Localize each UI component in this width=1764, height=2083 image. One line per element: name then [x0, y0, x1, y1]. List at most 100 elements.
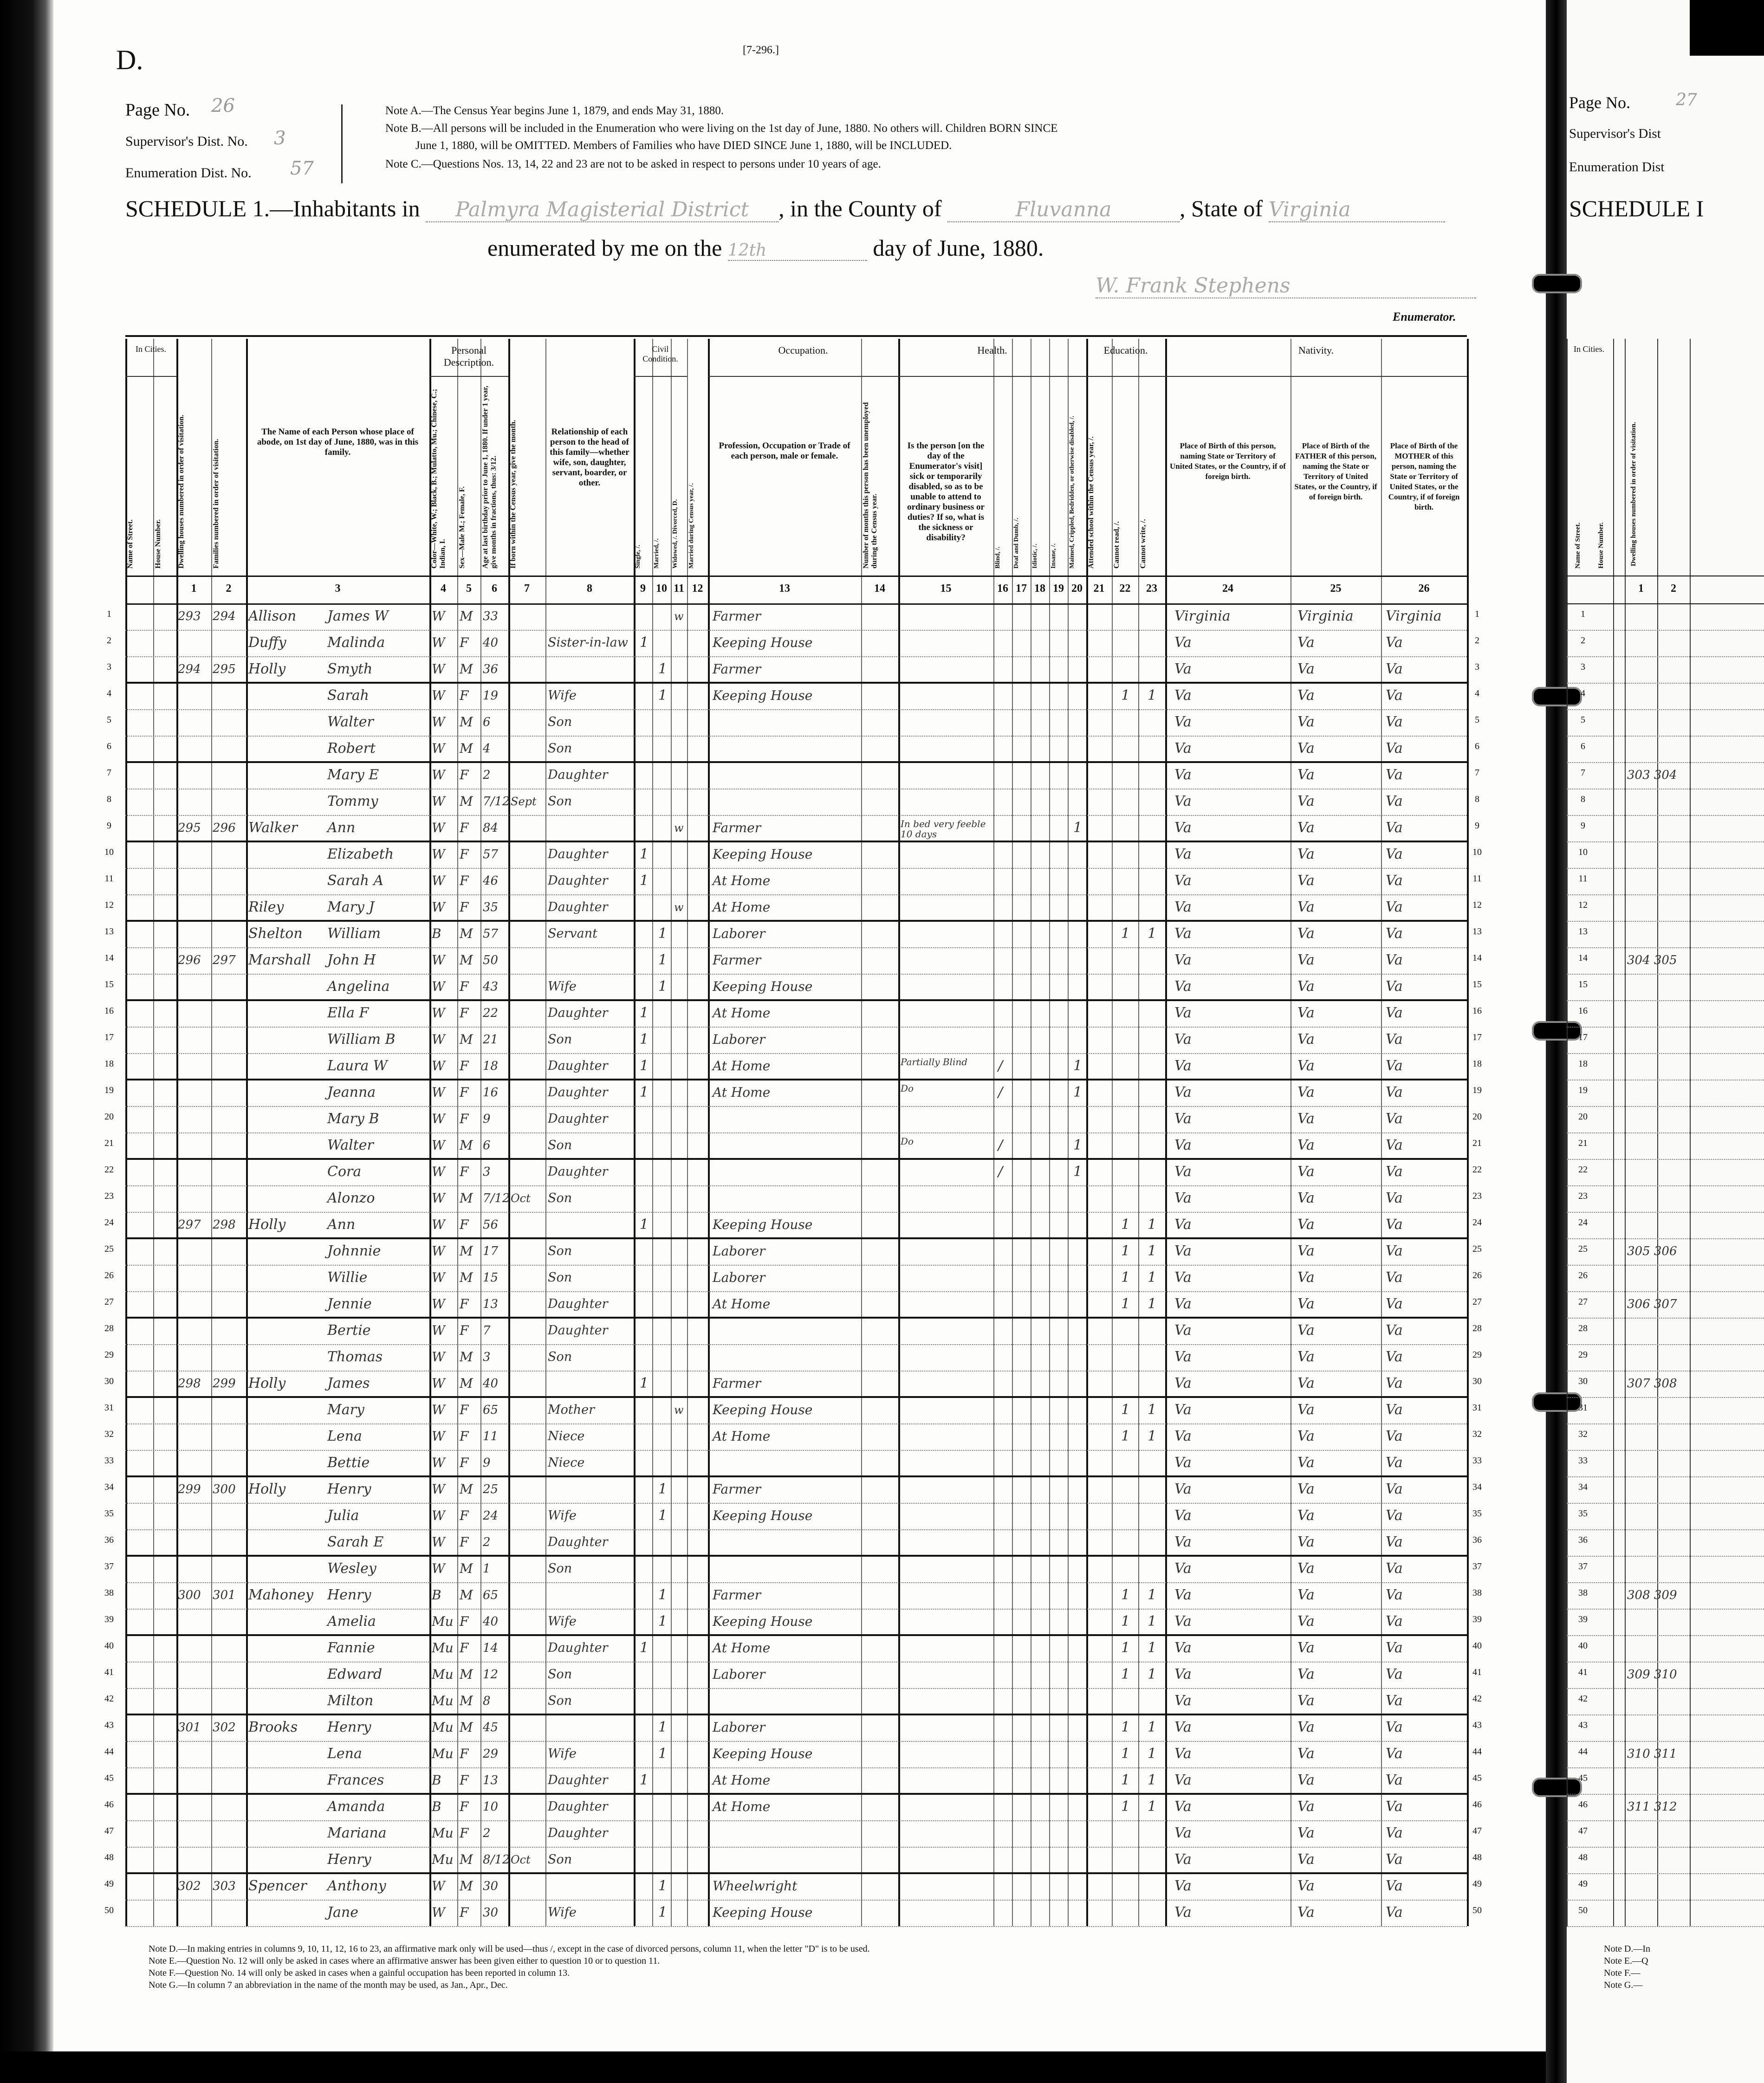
row-rule — [125, 656, 1467, 657]
relationship: Wife — [548, 1508, 577, 1523]
given-name: Johnnie — [327, 1243, 381, 1259]
row-number-right: 4 — [1475, 688, 1479, 699]
given-name: Mariana — [327, 1825, 387, 1841]
sex: F — [460, 1614, 469, 1629]
birthplace-person: Va — [1174, 767, 1192, 783]
column-header-label: Married, /. — [653, 538, 660, 569]
column-header-label: Attended school within the Census year, … — [1087, 436, 1095, 569]
birthplace-father: Va — [1297, 1507, 1315, 1524]
column-header-label: Sex—Male M.; Female, F. — [458, 486, 466, 569]
birthplace-father: Va — [1297, 1851, 1315, 1868]
surname: Marshall — [248, 952, 311, 968]
right-dwelling-family: 307 308 — [1627, 1377, 1677, 1391]
sex: M — [460, 1243, 473, 1259]
dwelling-number: 297 — [178, 1218, 201, 1232]
birthplace-person: Va — [1174, 1164, 1192, 1180]
given-name: Amanda — [327, 1798, 385, 1815]
right-row-rule — [1567, 1529, 1764, 1530]
disabled-mark: 1 — [1073, 1084, 1083, 1100]
birthplace-father: Va — [1297, 1640, 1315, 1656]
occupation: Laborer — [713, 926, 765, 941]
given-name: Thomas — [327, 1349, 383, 1365]
married-mark: 1 — [658, 1481, 668, 1497]
birthplace-father: Va — [1297, 687, 1315, 704]
row-number: 40 — [104, 1641, 114, 1651]
given-name: Smyth — [327, 661, 373, 677]
birthplace-father: Va — [1297, 1243, 1315, 1259]
color: W — [432, 1111, 445, 1126]
family-number: 300 — [213, 1482, 236, 1496]
relationship: Son — [548, 715, 572, 729]
birthplace-mother: Va — [1386, 1507, 1403, 1524]
row-number: 28 — [104, 1323, 114, 1333]
birthplace-person: Va — [1174, 1137, 1192, 1153]
note-b: Note B.—All persons will be included in … — [385, 122, 1058, 135]
right-col-1: 1 — [1638, 582, 1644, 595]
right-row-rule — [1567, 736, 1764, 737]
birthplace-father: Va — [1297, 1058, 1315, 1074]
row-rule-heavy — [125, 1475, 1467, 1477]
column-header-label: Place of Birth of the FATHER of this per… — [1294, 441, 1377, 501]
relationship: Daughter — [548, 1799, 608, 1814]
right-row-number: 38 — [1578, 1588, 1588, 1598]
widowed-mark: w — [674, 901, 684, 914]
right-row-number: 14 — [1578, 953, 1588, 963]
row-number: 3 — [107, 662, 111, 672]
header-rule — [125, 576, 1467, 577]
birthplace-father: Va — [1297, 1878, 1315, 1894]
sex: F — [460, 1905, 469, 1920]
relationship: Daughter — [548, 1773, 608, 1787]
cannot-write-mark: 1 — [1148, 1746, 1157, 1762]
surname: Shelton — [248, 925, 303, 942]
row-rule — [125, 1027, 1467, 1028]
row-rule — [125, 1212, 1467, 1213]
sex: M — [460, 952, 473, 968]
birthplace-person: Va — [1174, 1693, 1192, 1709]
row-number-right: 40 — [1472, 1641, 1482, 1651]
age: 36 — [483, 662, 499, 676]
relationship: Son — [548, 794, 572, 809]
given-name: Lena — [327, 1428, 362, 1444]
sex: F — [460, 1508, 469, 1523]
sickness-disability: Do — [901, 1083, 914, 1094]
sickness-disability: Partially Blind — [901, 1056, 968, 1067]
right-row-number: 18 — [1578, 1059, 1588, 1069]
single-mark: 1 — [640, 1058, 649, 1074]
column-number: 24 — [1222, 582, 1233, 595]
given-name: Edward — [327, 1666, 383, 1682]
occupation: Farmer — [713, 1481, 761, 1497]
dwelling-number: 298 — [178, 1377, 201, 1391]
single-mark: 1 — [640, 1031, 649, 1048]
column-number: 10 — [656, 582, 667, 595]
surname: Holly — [248, 1481, 286, 1497]
right-row-rule — [1567, 1582, 1764, 1583]
age: 65 — [483, 1403, 499, 1417]
row-number: 29 — [104, 1350, 114, 1360]
occupation: At Home — [713, 1640, 771, 1656]
sex: F — [460, 820, 469, 835]
row-number-right: 27 — [1472, 1297, 1482, 1307]
age: 16 — [483, 1086, 499, 1100]
occupation: At Home — [713, 1058, 771, 1074]
row-rule — [125, 1900, 1467, 1901]
cannot-write-mark: 1 — [1148, 1587, 1157, 1603]
row-number-right: 43 — [1472, 1720, 1482, 1730]
given-name: Alonzo — [327, 1190, 375, 1206]
right-row-number: 50 — [1578, 1905, 1588, 1915]
right-row-number: 1 — [1581, 609, 1585, 619]
right-row-number: 31 — [1578, 1403, 1588, 1413]
given-name: Bertie — [327, 1322, 371, 1339]
given-name: Willie — [327, 1269, 368, 1286]
birthplace-mother: Va — [1386, 1455, 1403, 1471]
birthplace-father: Va — [1297, 1666, 1315, 1682]
given-name: Mary — [327, 1402, 364, 1418]
color: W — [432, 820, 445, 835]
right-row-number: 6 — [1581, 741, 1585, 751]
column-header-label: Name of Street. — [126, 519, 134, 569]
color: W — [432, 847, 445, 862]
sex: F — [460, 1746, 469, 1761]
form-number: [7-296.] — [743, 44, 779, 56]
right-dwelling-family: 305 306 — [1627, 1244, 1677, 1258]
single-mark: 1 — [640, 1216, 649, 1233]
row-number: 9 — [107, 821, 111, 831]
